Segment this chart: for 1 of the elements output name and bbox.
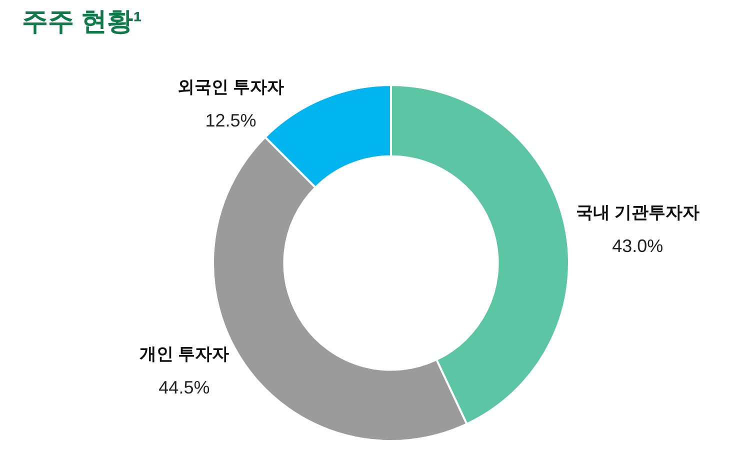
chart-title: 주주 현황¹ [22,6,142,36]
